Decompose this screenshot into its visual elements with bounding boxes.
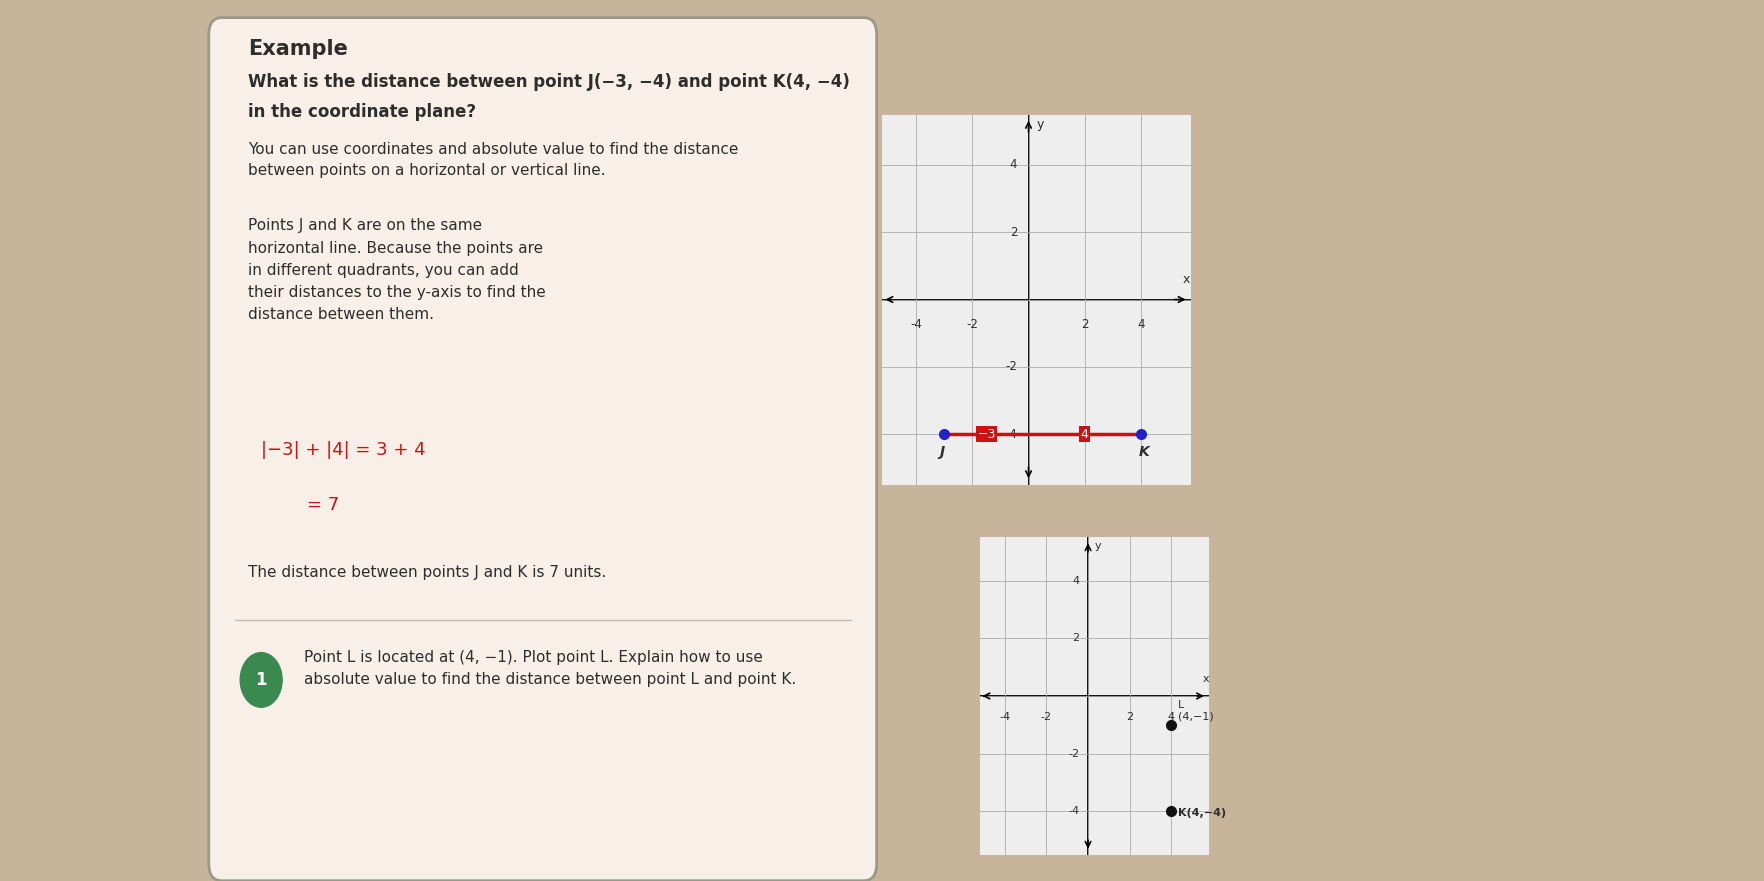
Text: y: y xyxy=(1094,541,1101,551)
Text: 2: 2 xyxy=(1073,633,1080,643)
Text: -2: -2 xyxy=(967,318,977,331)
Text: K(4,−4): K(4,−4) xyxy=(1177,809,1226,818)
Text: x: x xyxy=(1182,273,1189,285)
FancyBboxPatch shape xyxy=(208,18,877,881)
Text: 4: 4 xyxy=(1080,427,1088,440)
Text: 4: 4 xyxy=(1136,318,1143,331)
Text: 4: 4 xyxy=(1009,159,1016,172)
Text: |−3| + |4| = 3 + 4: |−3| + |4| = 3 + 4 xyxy=(261,440,425,459)
Text: What is the distance between point J(−3, −4) and point K(4, −4): What is the distance between point J(−3,… xyxy=(249,73,850,91)
Text: y: y xyxy=(1037,118,1044,131)
Text: Points J and K are on the same
horizontal line. Because the points are
in differ: Points J and K are on the same horizonta… xyxy=(249,218,545,322)
Text: -4: -4 xyxy=(1067,806,1080,817)
Text: The distance between points J and K is 7 units.: The distance between points J and K is 7… xyxy=(249,565,607,580)
Text: −3: −3 xyxy=(977,427,995,440)
Text: You can use coordinates and absolute value to find the distance
between points o: You can use coordinates and absolute val… xyxy=(249,142,737,178)
Text: = 7: = 7 xyxy=(307,496,339,515)
Text: -2: -2 xyxy=(1041,712,1051,722)
Text: L
(4,−1): L (4,−1) xyxy=(1177,700,1214,722)
Text: in the coordinate plane?: in the coordinate plane? xyxy=(249,103,476,121)
Text: Example: Example xyxy=(249,39,348,59)
Text: -4: -4 xyxy=(910,318,921,331)
Circle shape xyxy=(240,653,282,707)
Text: 4: 4 xyxy=(1168,712,1175,722)
Text: x: x xyxy=(1201,674,1208,684)
Text: -2: -2 xyxy=(1067,749,1080,759)
Text: -4: -4 xyxy=(1005,427,1016,440)
Text: K: K xyxy=(1138,445,1148,459)
Text: 2: 2 xyxy=(1009,226,1016,239)
Text: -4: -4 xyxy=(998,712,1009,722)
Text: 1: 1 xyxy=(256,671,266,689)
Text: -2: -2 xyxy=(1005,360,1016,374)
Text: Point L is located at (4, −1). Plot point L. Explain how to use
absolute value t: Point L is located at (4, −1). Plot poin… xyxy=(303,650,796,687)
Text: J: J xyxy=(938,445,944,459)
Text: 2: 2 xyxy=(1080,318,1088,331)
Text: 2: 2 xyxy=(1125,712,1132,722)
Text: 4: 4 xyxy=(1073,575,1080,586)
